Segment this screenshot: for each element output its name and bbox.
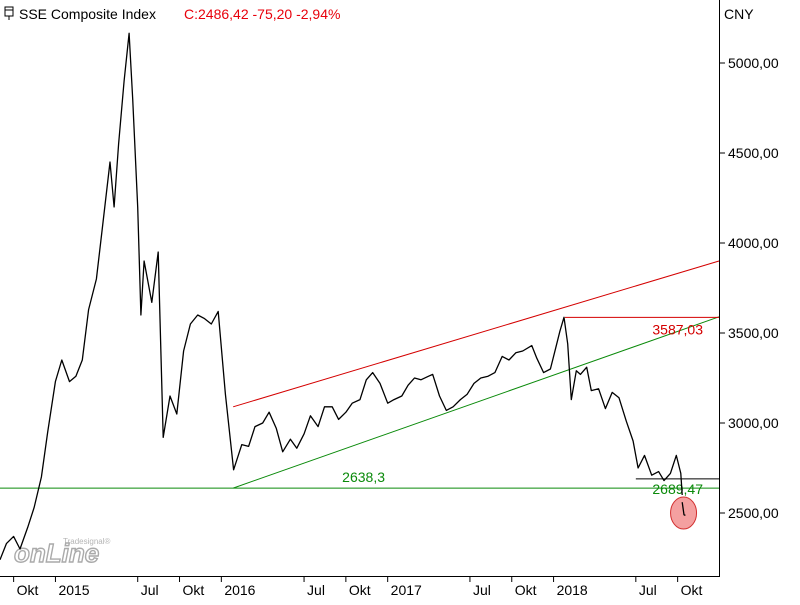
x-tick-label-11: Jul [639,582,657,598]
price-axis: 2500,00 3000,00 3500,00 4000,00 4500,00 5000,… [719,55,779,521]
window-icon[interactable] [4,6,14,20]
tradesignal-watermark: Tradesignal® onLine [13,537,111,569]
x-tick-label-0: Okt [17,582,39,598]
x-tick-label-1: 2015 [58,582,89,598]
x-tick-label-8: Jul [473,582,491,598]
y-tick-label-2: 3500,00 [728,325,779,341]
trend-line-1[interactable] [232,316,720,489]
annotation-layer: 3587,03 2638,3 2689,47 [0,260,720,530]
price-series-line-0 [0,32,683,561]
y-tick-label-4: 4500,00 [728,145,779,161]
quote-text: C:2486,42 -75,20 -2,94% [184,6,340,22]
x-tick-label-7: 2017 [391,582,422,598]
y-tick-label-3: 4000,00 [728,235,779,251]
y-tick-label-0: 2500,00 [728,505,779,521]
x-tick-label-9: Okt [515,582,537,598]
price-series-line-1 [681,502,686,516]
price-series-layer [0,32,686,561]
currency-label: CNY [724,6,754,22]
annotation-label-3: 2638,3 [342,469,385,485]
chart-title: SSE Composite Index [19,6,156,22]
x-tick-label-6: Okt [349,582,371,598]
x-tick-label-4: 2016 [224,582,255,598]
x-tick-label-3: Okt [183,582,205,598]
annotation-label-5: 2689,47 [652,481,703,497]
time-axis: Okt 2015 Jul Okt 2016 Jul Okt 2017 Jul Okt 2018 Jul… [13,576,703,598]
watermark-logo-text: onLine [14,538,99,568]
annotation-label-2: 3587,03 [652,321,703,337]
x-tick-label-10: 2018 [557,582,588,598]
trend-line-0[interactable] [233,260,720,408]
y-tick-label-5: 5000,00 [728,55,779,71]
x-tick-label-5: Jul [307,582,325,598]
watermark-small-text: Tradesignal® [63,537,111,546]
x-tick-label-2: Jul [141,582,159,598]
x-tick-label-12: Okt [681,582,703,598]
y-tick-label-1: 3000,00 [728,415,779,431]
